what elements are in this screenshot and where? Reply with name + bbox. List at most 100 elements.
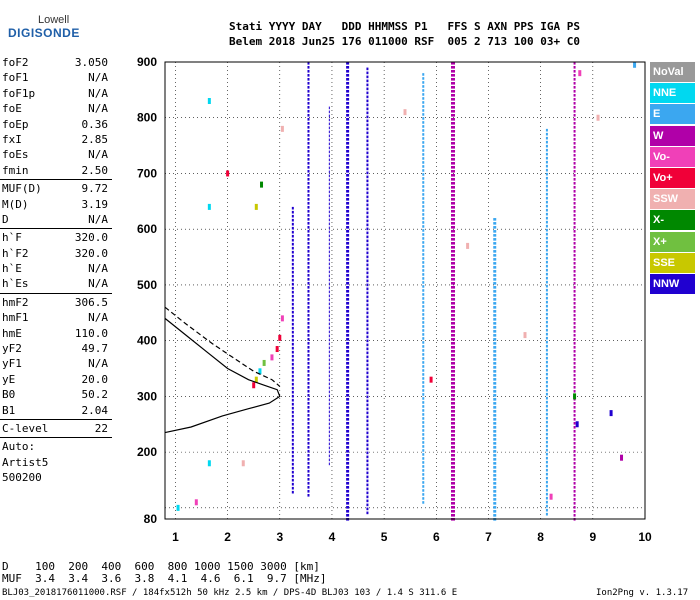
param-row: B0 50.2	[0, 387, 112, 402]
echo-trace-mark	[346, 142, 350, 145]
echo-trace-mark	[366, 83, 369, 87]
echo-trace-mark	[366, 127, 369, 131]
echo-trace-mark	[545, 364, 548, 368]
echo-trace-mark	[307, 282, 310, 285]
header-values: Belem 2018 Jun25 176 011000 RSF 005 2 71…	[229, 35, 580, 48]
echo-trace-mark	[422, 85, 425, 88]
echo-trace-mark	[422, 133, 425, 136]
echo-trace-mark	[366, 387, 369, 391]
echo-trace-mark	[307, 262, 310, 265]
param-row: foE N/A	[0, 101, 112, 116]
echo-trace-mark	[451, 354, 455, 357]
echo-point	[207, 460, 211, 467]
echo-trace-mark	[307, 186, 310, 189]
echo-trace-mark	[545, 204, 548, 208]
echo-trace-mark	[307, 118, 310, 121]
echo-trace-mark	[545, 512, 548, 516]
echo-trace-mark	[451, 322, 455, 325]
echo-trace-mark	[422, 453, 425, 456]
echo-trace-mark	[346, 350, 350, 353]
echo-trace-mark	[451, 278, 455, 281]
echo-trace-mark	[422, 257, 425, 260]
echo-trace-mark	[493, 282, 497, 285]
echo-trace-mark	[346, 330, 350, 333]
echo-trace-mark	[451, 358, 455, 361]
echo-trace-mark	[291, 214, 294, 218]
echo-trace-mark	[493, 378, 497, 381]
echo-trace-mark	[545, 188, 548, 192]
echo-trace-mark	[451, 290, 455, 293]
echo-trace-mark	[366, 203, 369, 207]
echo-trace-mark	[451, 150, 455, 153]
echo-trace-mark	[422, 145, 425, 148]
echo-trace-mark	[307, 214, 310, 217]
echo-trace-mark	[328, 130, 330, 134]
echo-trace-mark	[346, 258, 350, 261]
echo-trace-mark	[328, 202, 330, 206]
echo-trace-mark	[328, 426, 330, 430]
echo-trace-mark	[366, 351, 369, 355]
param-value: 20.0	[81, 372, 109, 386]
echo-trace-mark	[493, 442, 497, 445]
echo-trace-mark	[493, 462, 497, 465]
echo-trace-mark	[328, 282, 330, 286]
echo-trace-mark	[451, 502, 455, 505]
echo-trace-mark	[366, 279, 369, 283]
y-tick-label: 900	[137, 55, 157, 69]
echo-trace-mark	[451, 346, 455, 349]
param-value: N/A	[88, 102, 108, 116]
echo-trace-mark	[328, 182, 330, 186]
echo-trace-mark	[307, 478, 310, 481]
echo-trace-mark	[573, 426, 576, 429]
echo-trace-mark	[366, 507, 369, 511]
echo-trace-mark	[493, 438, 497, 441]
echo-trace-mark	[493, 450, 497, 453]
echo-trace-mark	[346, 150, 350, 153]
echo-trace-mark	[328, 306, 330, 310]
echo-trace-mark	[545, 404, 548, 408]
echo-trace-mark	[291, 490, 294, 494]
echo-trace-mark	[346, 446, 350, 449]
echo-trace-mark	[328, 438, 330, 442]
echo-trace-mark	[451, 474, 455, 477]
echo-trace-mark	[422, 217, 425, 220]
echo-trace-mark	[573, 186, 576, 189]
echo-trace-mark	[451, 158, 455, 161]
echo-trace-mark	[422, 489, 425, 492]
echo-trace-mark	[573, 506, 576, 509]
echo-trace-mark	[422, 357, 425, 360]
echo-trace-mark	[346, 458, 350, 461]
echo-trace-mark	[422, 245, 425, 248]
echo-trace-mark	[366, 151, 369, 155]
echo-trace-mark	[493, 270, 497, 273]
legend-item: NoVal	[650, 62, 695, 82]
echo-trace-mark	[422, 421, 425, 424]
echo-point	[549, 493, 553, 500]
echo-trace-mark	[366, 135, 369, 139]
echo-trace-mark	[346, 498, 350, 501]
echo-trace-mark	[328, 390, 330, 394]
echo-trace-mark	[451, 326, 455, 329]
echo-trace-mark	[307, 78, 310, 81]
echo-trace-mark	[346, 110, 350, 113]
echo-trace-mark	[366, 367, 369, 371]
echo-trace-mark	[493, 334, 497, 337]
param-value: 320.0	[74, 246, 108, 260]
echo-trace-mark	[573, 158, 576, 161]
echo-trace-mark	[366, 407, 369, 411]
echo-trace-mark	[307, 62, 310, 65]
echo-trace-mark	[366, 491, 369, 495]
echo-trace-mark	[545, 140, 548, 144]
echo-trace-mark	[346, 382, 350, 385]
echo-trace-mark	[328, 114, 330, 118]
echo-trace-mark	[451, 242, 455, 245]
echo-trace-mark	[545, 324, 548, 328]
echo-trace-mark	[346, 430, 350, 433]
echo-trace-mark	[573, 314, 576, 317]
echo-trace-mark	[422, 361, 425, 364]
echo-trace-mark	[346, 454, 350, 457]
echo-trace-mark	[573, 326, 576, 329]
echo-trace-mark	[422, 141, 425, 144]
param-value: 3.19	[81, 197, 109, 211]
echo-trace-mark	[493, 434, 497, 437]
